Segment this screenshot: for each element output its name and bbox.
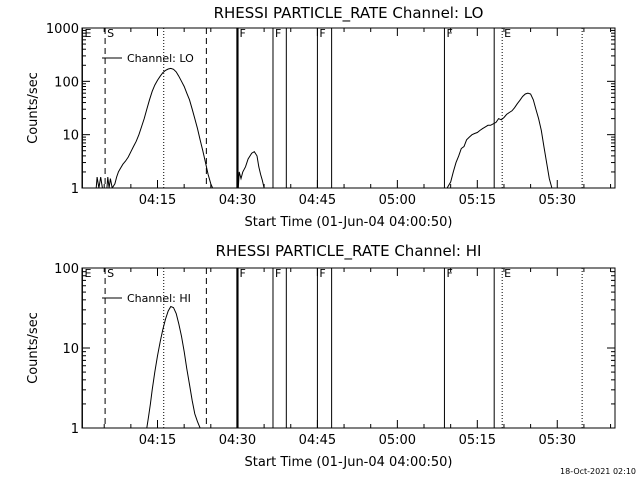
y-tick-label: 100 [54, 262, 79, 277]
x-tick-label: 05:15 [459, 433, 496, 448]
x-tick-label: 04:30 [219, 433, 256, 448]
marker-label: F [239, 267, 245, 280]
legend-label: Channel: LO [127, 52, 194, 65]
x-tick-label: 05:15 [459, 193, 496, 208]
y-axis-label: Counts/sec [26, 72, 41, 144]
x-tick-label: 04:30 [219, 193, 256, 208]
marker-label: E [84, 267, 91, 280]
marker-label: F [275, 267, 281, 280]
marker-label: F [446, 267, 452, 280]
series-line [146, 305, 201, 428]
marker-label: S [107, 27, 114, 40]
marker-label: F [319, 27, 325, 40]
series-line [95, 67, 214, 188]
x-axis-label: Start Time (01-Jun-04 04:00:50) [245, 215, 453, 230]
x-axis-label: Start Time (01-Jun-04 04:00:50) [245, 455, 453, 470]
panel-lo-channel: RHESSI PARTICLE_RATE Channel: LO 1 10 100 10… [26, 4, 616, 230]
marker-label: F [275, 27, 281, 40]
marker-label: F [239, 27, 245, 40]
y-axis-label: Counts/sec [26, 312, 41, 384]
x-tick-label: 04:15 [139, 433, 176, 448]
x-tick-label: 05:30 [539, 433, 576, 448]
chart-title: RHESSI PARTICLE_RATE Channel: HI [216, 242, 482, 261]
marker-label: E [504, 267, 511, 280]
series-line [237, 151, 265, 188]
marker-label: S [107, 267, 114, 280]
marker-label: F [319, 267, 325, 280]
timestamp: 18-Oct-2021 02:10 [560, 467, 636, 476]
x-tick-label: 05:00 [379, 193, 416, 208]
y-tick-label: 1 [71, 182, 79, 197]
x-tick-label: 04:45 [299, 193, 336, 208]
y-tick-label: 1 [71, 422, 79, 437]
marker-label: F [446, 27, 452, 40]
legend-label: Channel: HI [127, 292, 191, 305]
x-tick-label: 04:45 [299, 433, 336, 448]
x-tick-label: 05:00 [379, 433, 416, 448]
marker-label: E [504, 27, 511, 40]
panel-hi-channel: RHESSI PARTICLE_RATE Channel: HI 1 10 100 04… [26, 242, 616, 470]
marker-label: E [84, 27, 91, 40]
series-line [446, 92, 553, 188]
y-tick-label: 10 [62, 129, 79, 144]
chart-title: RHESSI PARTICLE_RATE Channel: LO [214, 4, 484, 23]
y-tick-label: 100 [54, 75, 79, 90]
y-tick-label: 1000 [46, 22, 79, 37]
x-tick-label: 04:15 [139, 193, 176, 208]
y-tick-label: 10 [62, 342, 79, 357]
x-tick-label: 05:30 [539, 193, 576, 208]
